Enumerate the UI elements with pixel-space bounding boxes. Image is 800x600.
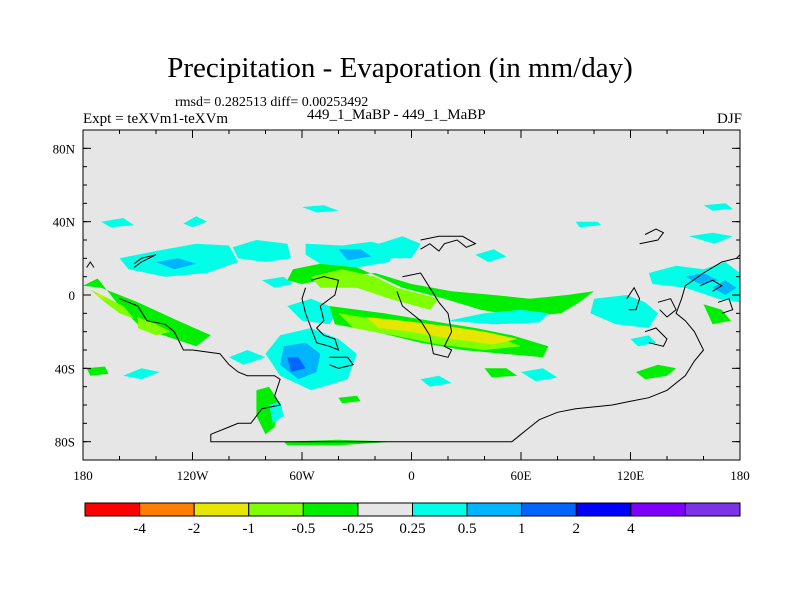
contour-region (630, 335, 656, 347)
x-tick-label: 120W (177, 468, 210, 483)
contour-region (232, 240, 291, 262)
colorbar-label: 2 (573, 521, 581, 537)
land-outline (301, 276, 340, 351)
contour-region (83, 278, 211, 347)
contour-region (703, 304, 731, 325)
x-tick-label: 120E (617, 468, 645, 483)
land-outline (86, 261, 95, 268)
y-tick-label: 80N (53, 141, 76, 156)
contour-region (183, 216, 208, 228)
contour-region (703, 203, 733, 211)
colorbar-label: -0.5 (291, 521, 315, 537)
colorbar-swatch (248, 502, 304, 517)
colorbar-swatch (139, 502, 195, 517)
y-tick-label: 0 (69, 288, 76, 303)
contour-region (287, 357, 306, 372)
land-outline (717, 298, 734, 314)
contour-region (287, 263, 594, 317)
contour-region (86, 366, 109, 376)
land-outline (644, 327, 668, 347)
contour-region (287, 298, 339, 325)
x-tick-label: 180 (73, 468, 93, 483)
chart-title: Precipitation - Evaporation (in mm/day) (167, 52, 633, 84)
land-outline (396, 272, 453, 358)
contour-region (283, 439, 394, 446)
contour-region (311, 269, 439, 310)
land-outline (639, 228, 665, 245)
colorbar-label: -2 (188, 521, 201, 537)
colorbar-swatch (193, 502, 250, 517)
contour-region (229, 350, 266, 365)
contour-region (378, 236, 421, 259)
contour-region (261, 276, 293, 288)
land-outline (420, 235, 477, 252)
land-outline (119, 254, 740, 443)
land-outline (657, 298, 677, 318)
colorbar-label: 4 (627, 521, 635, 537)
contour-region (94, 293, 107, 301)
colorbar-label: 0.25 (399, 521, 425, 537)
colorbar-label: -0.25 (342, 521, 373, 537)
land-outline (133, 254, 157, 268)
contour-region (137, 317, 171, 336)
stats-line: rmsd= 0.282513 diff= 0.00253492 (175, 95, 369, 110)
contour-region (101, 218, 135, 228)
contour-region (475, 249, 507, 262)
x-tick-label: 0 (408, 468, 415, 483)
contour-region (590, 295, 658, 328)
colorbar-label: -4 (133, 521, 146, 537)
y-tick-label: 40S (55, 361, 75, 376)
colorbar-swatch (302, 502, 359, 517)
contour-region (338, 395, 361, 404)
contour-region (156, 258, 197, 270)
left-label: Expt = teXVm1-teXVm (83, 111, 229, 127)
contour-region (338, 249, 372, 261)
contour-region (448, 309, 549, 325)
contour-region (302, 205, 339, 213)
colorbar-swatch (521, 502, 577, 517)
x-tick-label: 60E (511, 468, 532, 483)
contour-region (365, 317, 518, 345)
contour-region (123, 368, 160, 380)
y-tick-label: 80S (55, 435, 75, 450)
center-label: 449_1_MaBP - 449_1_MaBP (307, 107, 486, 123)
land-outline (329, 356, 354, 369)
x-tick-label: 180 (730, 468, 750, 483)
season-label: DJF (716, 111, 742, 127)
contour-region (688, 232, 733, 244)
colorbar-label: 0.5 (458, 521, 477, 537)
contour-region (484, 368, 518, 378)
colorbar-swatch (412, 502, 468, 517)
contour-region (521, 368, 558, 382)
x-tick-label: 60W (289, 468, 315, 483)
colorbar-swatch (575, 502, 632, 517)
colorbar-swatch (357, 502, 413, 517)
contour-region (575, 221, 602, 228)
colorbar-swatch (684, 502, 741, 517)
land-outline (699, 279, 723, 292)
colorbar-label: 1 (518, 521, 526, 537)
contour-region (420, 375, 452, 387)
colorbar-swatch (84, 502, 141, 517)
colorbar-swatch (630, 502, 686, 517)
land-outline (626, 286, 641, 311)
colorbar-label: -1 (243, 521, 256, 537)
contour-region (648, 262, 740, 303)
y-tick-label: 40N (53, 215, 76, 230)
colorbar-swatch (466, 502, 523, 517)
contour-region (712, 280, 737, 295)
contour-region (636, 364, 677, 380)
